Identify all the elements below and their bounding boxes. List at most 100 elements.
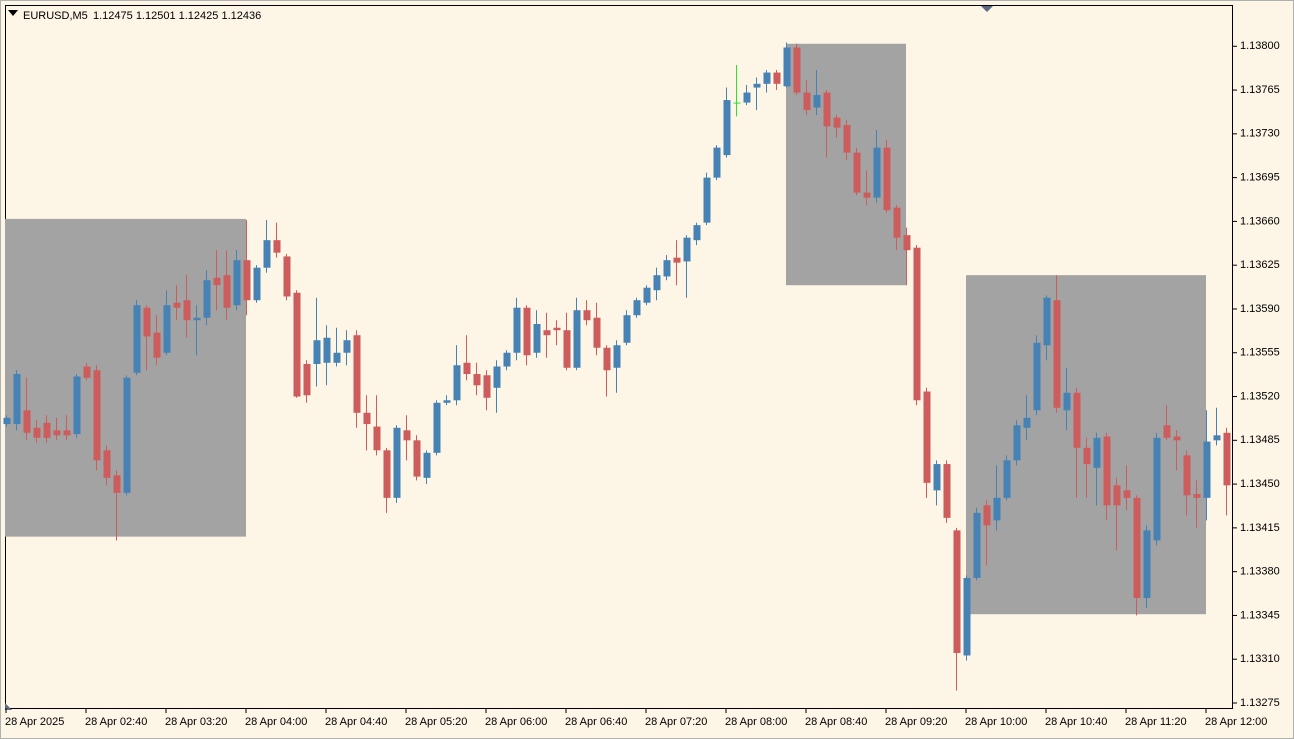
y-tick-label: 1.13520 [1240, 390, 1280, 402]
candle-body [1123, 490, 1131, 498]
x-tick-label: 28 Apr 06:00 [485, 716, 547, 728]
candle-body [603, 347, 611, 371]
candle-body [793, 47, 801, 93]
candle-body [373, 426, 381, 451]
candle-body [1133, 497, 1141, 598]
x-tick-label: 28 Apr 05:20 [405, 716, 467, 728]
candle-body [1103, 436, 1111, 506]
y-tick-label: 1.13415 [1240, 522, 1280, 534]
candle-body [803, 92, 811, 111]
candle-body [1023, 417, 1031, 428]
candle-body [783, 47, 791, 87]
x-tick-label: 28 Apr 12:00 [1205, 716, 1267, 728]
candle-body [1033, 342, 1041, 411]
y-tick-label: 1.13625 [1240, 259, 1280, 271]
candle-body [633, 300, 641, 316]
candle-body [13, 374, 21, 425]
candle-body [343, 340, 351, 353]
candle-body [3, 417, 11, 425]
candle-body [823, 92, 831, 127]
candle-body [303, 364, 311, 396]
candle-body [523, 307, 531, 356]
candle-body [253, 267, 261, 301]
candle-body [473, 374, 481, 386]
shift-marker[interactable] [981, 6, 993, 12]
candle-body [413, 440, 421, 477]
candle-body [1053, 300, 1061, 408]
candle-body [363, 412, 371, 425]
candle-body [463, 362, 471, 375]
candle-body [443, 400, 451, 403]
candle-body [203, 280, 211, 318]
candle-body [1223, 432, 1231, 486]
candle-body [113, 475, 121, 493]
candle-body [83, 366, 91, 378]
candle-body [873, 147, 881, 198]
y-tick-label: 1.13730 [1240, 128, 1280, 140]
x-tick-label: 28 Apr 07:20 [645, 716, 707, 728]
candle-body [1173, 436, 1181, 441]
y-tick-label: 1.13660 [1240, 215, 1280, 227]
candle-body [1143, 530, 1151, 598]
x-tick-label: 28 Apr 10:40 [1045, 716, 1107, 728]
candle-body [243, 260, 251, 301]
candle-body [143, 307, 151, 337]
candle-body [1183, 455, 1191, 496]
y-tick-label: 1.13695 [1240, 172, 1280, 184]
candle-body [353, 335, 361, 413]
y-tick-label: 1.13485 [1240, 434, 1280, 446]
y-tick-label: 1.13555 [1240, 347, 1280, 359]
candle-body [663, 260, 671, 277]
candle-body [1073, 392, 1081, 448]
candle-body [333, 352, 341, 363]
x-tick-label: 28 Apr 08:40 [805, 716, 867, 728]
candle-body [593, 317, 601, 348]
candle-body [73, 376, 81, 435]
candle-body [1083, 447, 1091, 465]
candle-body [93, 370, 101, 461]
candle-body [833, 117, 841, 128]
candle-body [963, 577, 971, 656]
candle-body [133, 305, 141, 373]
candle-body [153, 332, 161, 358]
scale-marker [5, 703, 12, 710]
candle-body [883, 147, 891, 211]
candle-body [723, 100, 731, 156]
candle-body [1093, 437, 1101, 468]
candle-body [953, 530, 961, 653]
candle-body [433, 402, 441, 453]
menu-triangle[interactable] [8, 10, 18, 16]
candle-body [583, 310, 591, 321]
candle-body [1063, 392, 1071, 411]
y-tick-label: 1.13800 [1240, 40, 1280, 52]
candle-body [273, 240, 281, 253]
candle-body [103, 450, 111, 478]
x-tick-label: 28 Apr 09:20 [885, 716, 947, 728]
candle-body [1003, 460, 1011, 498]
candle-body [533, 323, 541, 353]
y-tick-label: 1.13275 [1240, 697, 1280, 709]
candle-body [903, 235, 911, 251]
symbol: EURUSD,M5 [23, 10, 88, 22]
candle-body [643, 287, 651, 303]
y-tick-label: 1.13310 [1240, 653, 1280, 665]
x-tick-label: 28 Apr 06:40 [565, 716, 627, 728]
candle-body [63, 430, 71, 436]
candle-body [1163, 425, 1171, 438]
candle-body [813, 95, 821, 108]
candle-body [43, 422, 51, 438]
candle-body [913, 247, 921, 401]
candle-body [193, 317, 201, 321]
candle-body [843, 125, 851, 153]
candle-body [713, 147, 721, 178]
candle-body [653, 275, 661, 291]
candle-body [233, 260, 241, 306]
candle-body [1043, 297, 1051, 346]
x-tick-label: 28 Apr 03:20 [165, 716, 227, 728]
candle-body [893, 207, 901, 238]
candles [3, 42, 1231, 691]
candle-body [983, 505, 991, 526]
candle-body [853, 152, 861, 193]
candle-body [943, 464, 951, 518]
